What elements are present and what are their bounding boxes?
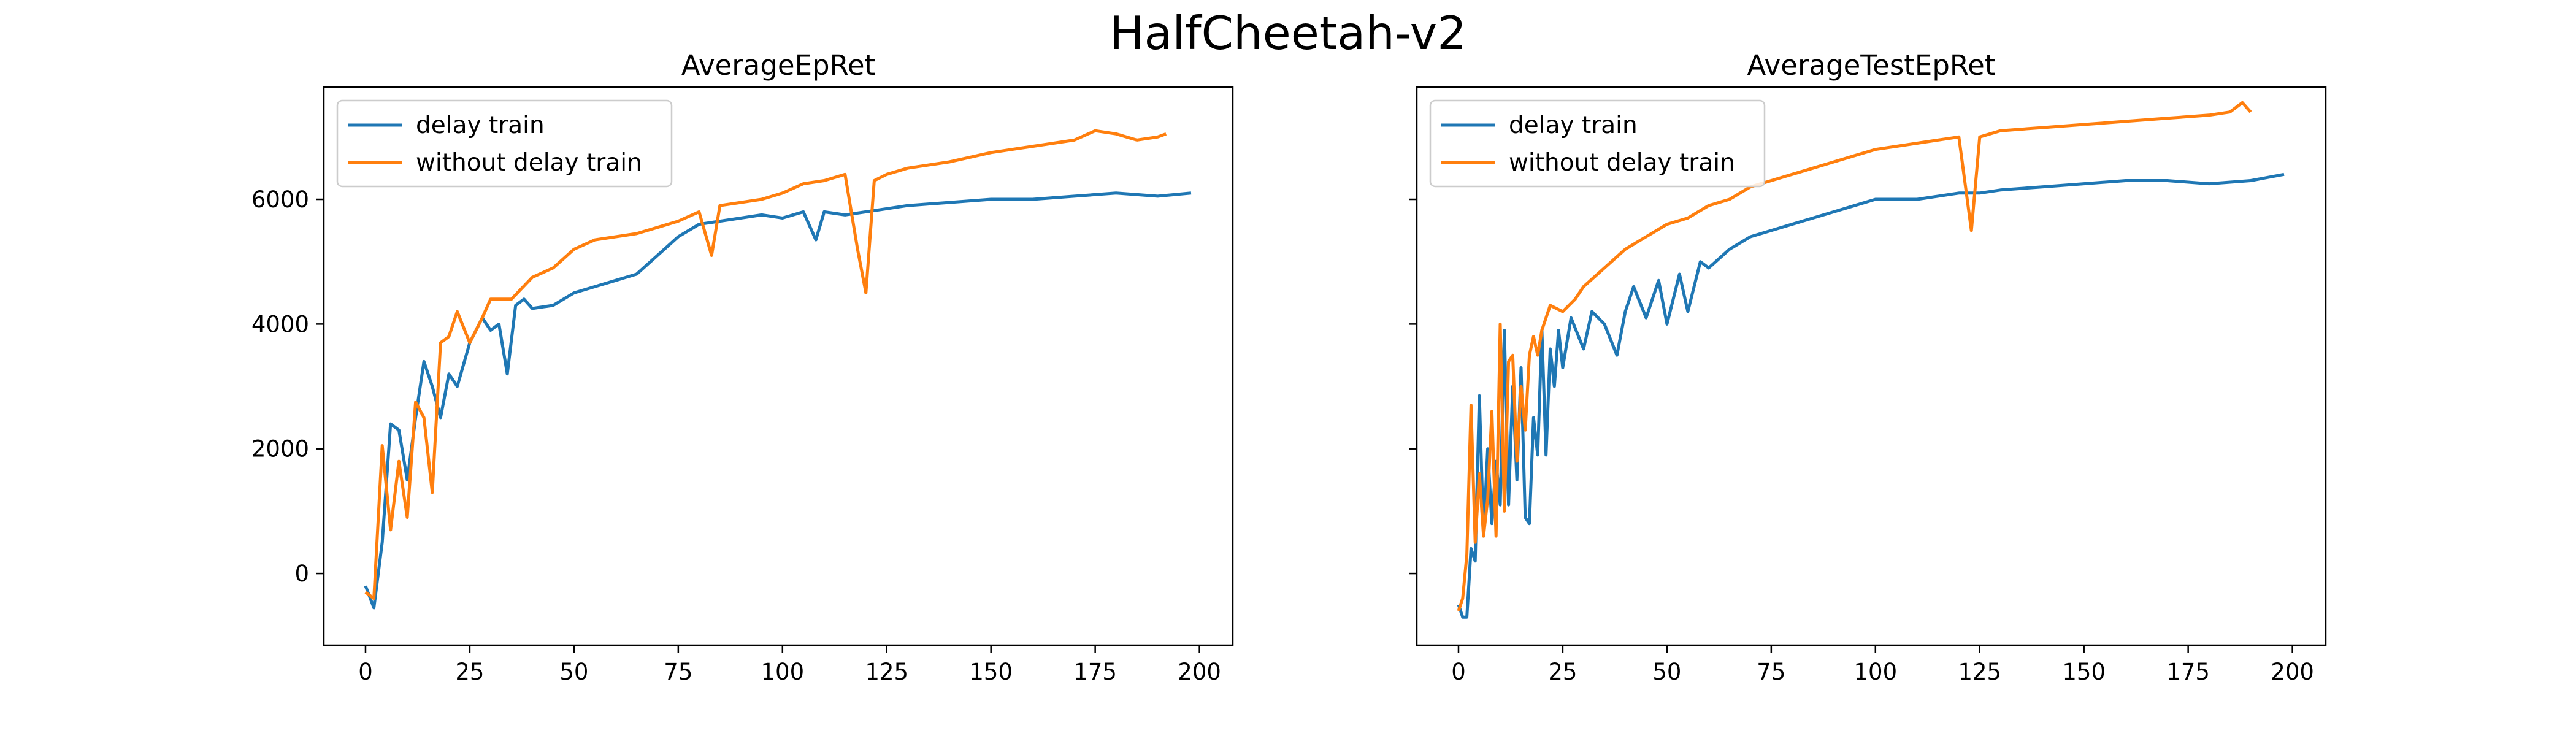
legend-label: delay train <box>416 112 545 139</box>
series-line-delay-train <box>364 191 1192 610</box>
x-tick-label: 125 <box>1958 659 2001 685</box>
x-tick-label: 0 <box>1451 659 1466 685</box>
x-tick-label: 100 <box>1853 659 1897 685</box>
x-tick-label: 100 <box>761 659 804 685</box>
x-tick-label: 150 <box>969 659 1013 685</box>
series-line-without-delay-train <box>364 129 1167 600</box>
subplot-title: AverageTestEpRet <box>1747 49 1996 82</box>
x-tick-label: 0 <box>358 659 373 685</box>
x-tick-label: 175 <box>1073 659 1117 685</box>
x-tick-label: 50 <box>559 659 588 685</box>
y-tick-label: 2000 <box>251 436 309 462</box>
y-tick-label: 6000 <box>251 186 309 213</box>
x-tick-label: 175 <box>2166 659 2210 685</box>
legend-box <box>1429 99 1766 188</box>
x-tick-label: 75 <box>664 659 692 685</box>
series-line-delay-train <box>1457 172 2285 619</box>
x-tick-label: 50 <box>1652 659 1681 685</box>
x-tick-label: 75 <box>1757 659 1785 685</box>
x-tick-label: 125 <box>865 659 908 685</box>
x-tick-label: 25 <box>1548 659 1577 685</box>
subplot-2: AverageTestEpRet 0 25 50 75 100 125 150 175 200 de… <box>1409 49 2327 685</box>
legend-label: delay train <box>1509 112 1638 139</box>
x-tick-label: 150 <box>2062 659 2106 685</box>
x-tick-label: 25 <box>455 659 484 685</box>
y-tick-label: 4000 <box>251 311 309 337</box>
figure-title: HalfCheetah-v2 <box>1110 6 1466 60</box>
y-tick-label: 0 <box>294 561 309 587</box>
legend: delay train without delay train <box>1429 99 1766 188</box>
legend: delay train without delay train <box>336 99 673 188</box>
legend-label: without delay train <box>416 149 642 177</box>
x-tick-label: 200 <box>1178 659 1221 685</box>
legend-label: without delay train <box>1509 149 1735 177</box>
subplot-title: AverageEpRet <box>681 49 875 82</box>
x-tick-label: 200 <box>2271 659 2314 685</box>
legend-box <box>336 99 673 188</box>
series-line-without-delay-train <box>1457 101 2252 611</box>
